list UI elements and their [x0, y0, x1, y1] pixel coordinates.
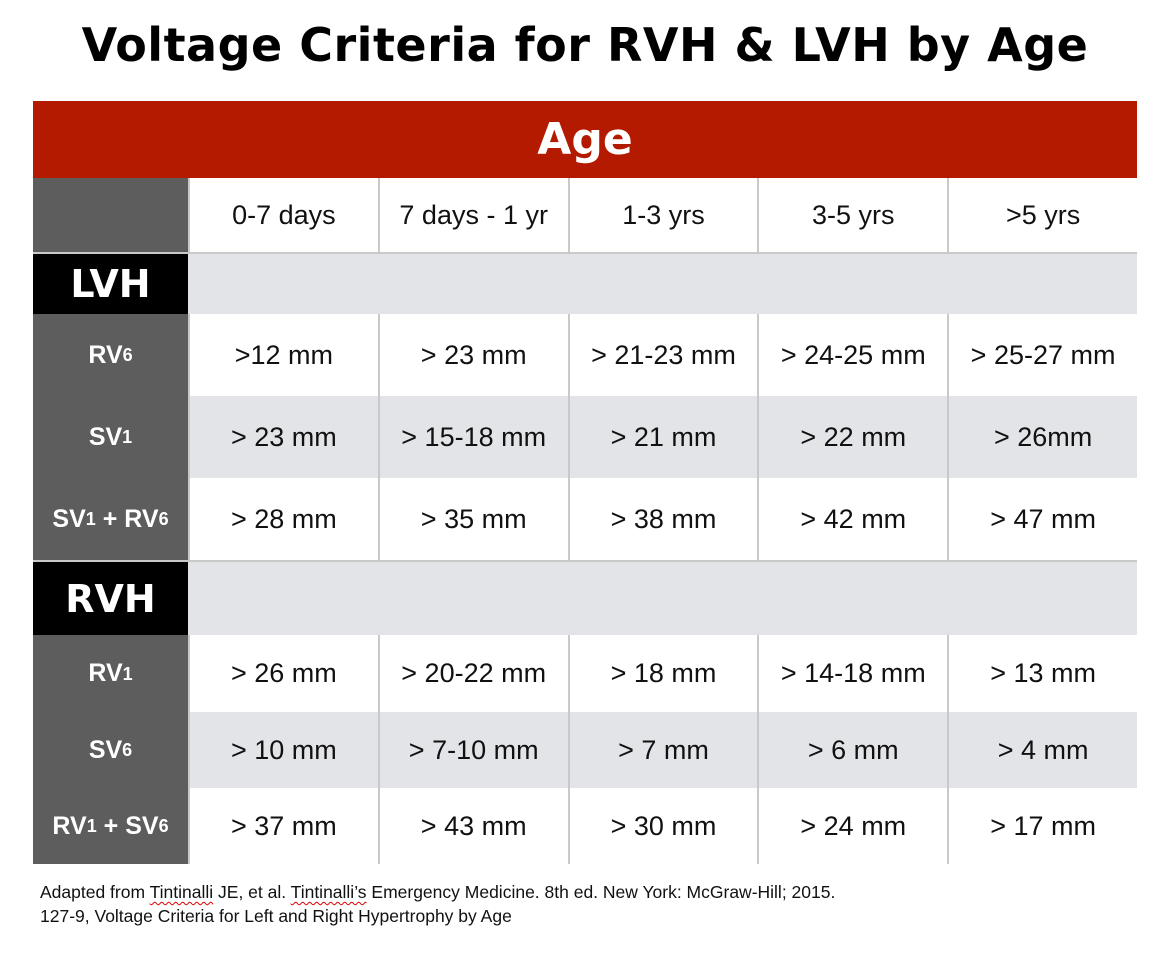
- table-cell: > 6 mm: [757, 712, 947, 788]
- table-row: SV 6 > 10 mm > 7-10 mm > 7 mm > 6 mm > 4 …: [33, 712, 1137, 788]
- table-cell: > 24 mm: [757, 788, 947, 864]
- table-cell: > 20-22 mm: [377, 635, 568, 712]
- section-row-lvh: LVH: [33, 254, 1137, 314]
- table-cell: > 18 mm: [567, 635, 758, 712]
- table-cell: > 42 mm: [757, 478, 947, 560]
- spellcheck-word: Tintinalli’s: [290, 882, 367, 902]
- section-row-rvh: RVH: [33, 562, 1137, 635]
- table-cell: > 10 mm: [188, 712, 378, 788]
- row-label: RV 6: [33, 314, 188, 396]
- table-cell: > 35 mm: [377, 478, 568, 560]
- table-cell: > 47 mm: [947, 478, 1137, 560]
- table-cell: > 37 mm: [188, 788, 378, 864]
- table-cell: > 28 mm: [188, 478, 378, 560]
- table-row: RV 1 > 26 mm > 20-22 mm > 18 mm > 14-18 m…: [33, 635, 1137, 712]
- table-cell: >12 mm: [188, 314, 378, 396]
- table-cell: > 4 mm: [947, 712, 1137, 788]
- page-title: Voltage Criteria for RVH & LVH by Age: [81, 18, 1089, 72]
- table-row: SV 1 > 23 mm > 15-18 mm > 21 mm > 22 mm >…: [33, 396, 1137, 478]
- table-cell: > 23 mm: [377, 314, 568, 396]
- age-column-header: 0-7 days: [188, 178, 378, 252]
- age-column-header: 3-5 yrs: [757, 178, 947, 252]
- age-column-header: 7 days - 1 yr: [377, 178, 568, 252]
- table-cell: > 23 mm: [188, 396, 378, 478]
- row-label: RV 1: [33, 635, 188, 712]
- table-row: SV 1 + RV 6 > 28 mm > 35 mm > 38 mm > 42 m…: [33, 478, 1137, 562]
- table-cell: > 21-23 mm: [567, 314, 758, 396]
- corner-cell: [33, 178, 188, 252]
- table-cell: > 21 mm: [567, 396, 758, 478]
- section-label: LVH: [33, 254, 188, 314]
- row-label: RV 1 + SV 6: [33, 788, 188, 864]
- table-cell: > 38 mm: [567, 478, 758, 560]
- table-cell: > 43 mm: [377, 788, 568, 864]
- table-cell: > 22 mm: [757, 396, 947, 478]
- age-column-header: >5 yrs: [947, 178, 1137, 252]
- table-cell: > 7 mm: [567, 712, 758, 788]
- source-line-2: 127-9, Voltage Criteria for Left and Rig…: [40, 906, 512, 926]
- row-label: SV 1: [33, 396, 188, 478]
- row-label: SV 1 + RV 6: [33, 478, 188, 560]
- source-line-1: Adapted from Tintinalli JE, et al. Tinti…: [40, 882, 836, 902]
- age-column-header: 1-3 yrs: [567, 178, 758, 252]
- age-columns-row: 0-7 days 7 days - 1 yr 1-3 yrs 3-5 yrs >…: [33, 178, 1137, 254]
- table-cell: > 15-18 mm: [377, 396, 568, 478]
- spellcheck-word: Tintinalli: [149, 882, 214, 902]
- table-cell: > 7-10 mm: [377, 712, 568, 788]
- section-fill: [188, 254, 1137, 314]
- row-label: SV 6: [33, 712, 188, 788]
- table-cell: > 26mm: [947, 396, 1137, 478]
- table-cell: > 30 mm: [567, 788, 758, 864]
- table-cell: > 26 mm: [188, 635, 378, 712]
- table-row: RV 1 + SV 6 > 37 mm > 43 mm > 30 mm > 24 m…: [33, 788, 1137, 864]
- voltage-criteria-table: Age 0-7 days 7 days - 1 yr 1-3 yrs 3-5 y…: [33, 101, 1137, 864]
- table-cell: > 17 mm: [947, 788, 1137, 864]
- section-fill: [188, 562, 1137, 635]
- table-cell: > 14-18 mm: [757, 635, 947, 712]
- source-citation: Adapted from Tintinalli JE, et al. Tinti…: [40, 880, 835, 928]
- table-cell: > 13 mm: [947, 635, 1137, 712]
- table-row: RV 6 >12 mm > 23 mm > 21-23 mm > 24-25 mm…: [33, 314, 1137, 396]
- section-label: RVH: [33, 562, 188, 635]
- table-cell: > 24-25 mm: [757, 314, 947, 396]
- age-header: Age: [33, 101, 1137, 178]
- table-cell: > 25-27 mm: [947, 314, 1137, 396]
